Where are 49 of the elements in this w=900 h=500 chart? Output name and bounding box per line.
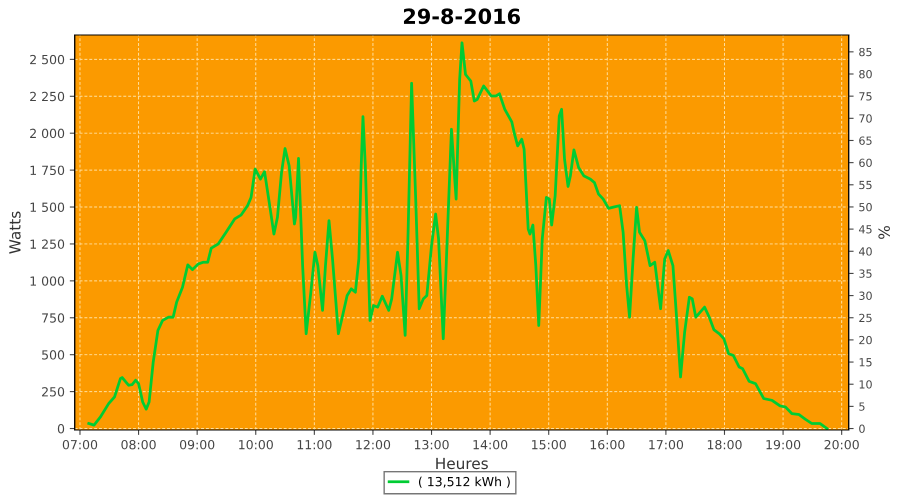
y2-tick-label: 10 (860, 380, 872, 389)
chart-title: 29-8-2016 (404, 8, 520, 24)
y-tick-label: 2 500 (30, 54, 64, 64)
y2-tick-label: 60 (859, 158, 872, 168)
y2-axis-title: % (878, 226, 890, 239)
x-tick-label: 17:00 (649, 440, 684, 450)
y-axis-title: Watts (9, 212, 21, 254)
x-tick-label: 13:00 (414, 440, 449, 450)
y2-tick-label: 80 (859, 70, 872, 78)
x-axis-title: Heures (436, 458, 488, 470)
y-tick-label: 1 750 (30, 166, 64, 176)
y-tick-label: 250 (42, 387, 64, 397)
y2-tick-label: 55 (859, 180, 872, 190)
x-tick-label: 09:00 (180, 440, 214, 450)
y2-tick-label: 25 (859, 314, 872, 322)
y-tick-label: 1 500 (30, 202, 64, 212)
y-tick-label: 1 250 (30, 239, 64, 249)
y2-tick-label: 15 (860, 358, 872, 366)
x-tick-label: 10:00 (239, 440, 273, 450)
x-tick-label: 18:00 (708, 440, 742, 450)
y-tick-label: 500 (42, 350, 64, 360)
y2-tick-label: 85 (859, 48, 872, 56)
y2-tick-label: 70 (859, 114, 872, 123)
y-tick-label: 750 (42, 313, 64, 323)
line-series (87, 41, 828, 430)
x-tick-label: 16:00 (590, 440, 624, 450)
y2-tick-label: 0 (859, 424, 865, 433)
x-tick-label: 11:00 (298, 440, 332, 450)
y2-tick-label: 35 (859, 269, 872, 278)
y2-tick-label: 65 (859, 136, 872, 145)
x-tick-label: 14:00 (473, 440, 508, 450)
y-tick-label: 0 (58, 424, 64, 434)
y-tick-label: 2 000 (30, 128, 64, 138)
x-tick-label: 12:00 (356, 440, 390, 450)
x-tick-label: 07:00 (62, 440, 98, 450)
y2-tick-label: 40 (858, 247, 872, 256)
x-tick-label: 08:00 (121, 440, 156, 450)
x-tick-label: 20:00 (824, 440, 859, 450)
y2-tick-label: 5 (859, 402, 865, 411)
legend-label: ( 13,512 kWh ) (418, 476, 510, 488)
y-tick-label: 2 250 (30, 92, 64, 102)
y2-tick-label: 45 (858, 225, 872, 234)
y2-tick-label: 50 (859, 202, 872, 212)
x-tick-label: 15:00 (532, 440, 566, 450)
y2-tick-label: 30 (859, 292, 872, 300)
y2-tick-label: 20 (859, 336, 872, 344)
x-tick-label: 19:00 (766, 440, 800, 450)
y2-tick-label: 75 (859, 92, 872, 101)
y-tick-label: 1 000 (30, 276, 64, 286)
